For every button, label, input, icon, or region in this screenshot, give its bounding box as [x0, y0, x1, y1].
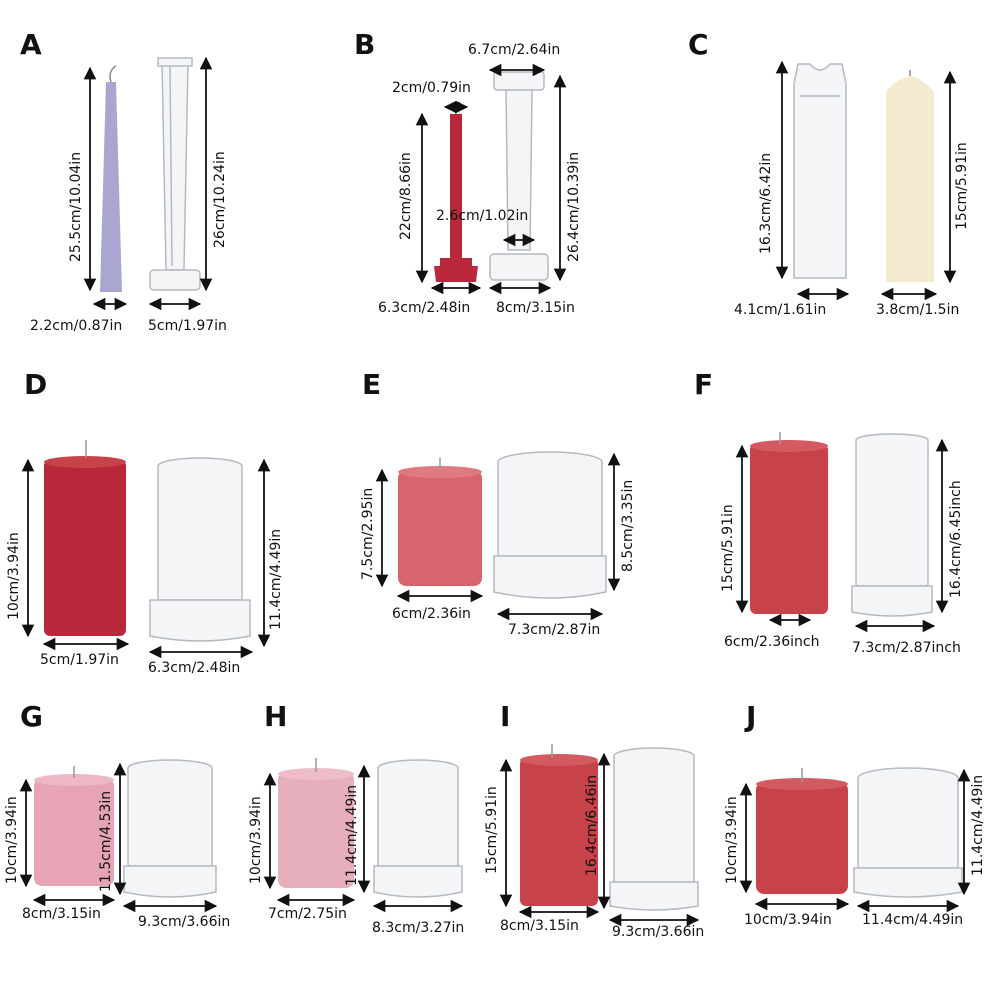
panel-h-mold-height: 11.4cm/4.49in	[344, 784, 360, 886]
panel-b-tip-width: 2cm/0.79in	[392, 80, 471, 96]
panel-d-mold-height: 11.4cm/4.49in	[268, 528, 284, 630]
panel-b-mold-width: 8cm/3.15in	[496, 300, 575, 316]
panel-h-candle-width: 7cm/2.75in	[268, 906, 347, 922]
panel-a-candle-width: 2.2cm/0.87in	[30, 318, 123, 334]
panel-e-mold-icon	[493, 451, 607, 599]
panel-h-mold-icon	[373, 759, 463, 898]
panel-g-drawing	[19, 759, 218, 913]
panel-i-letter: I	[500, 700, 511, 733]
panel-b-letter: B	[354, 28, 376, 61]
panel-a-candle-icon	[100, 82, 122, 292]
panel-e-candle-height: 7.5cm/2.95in	[360, 487, 376, 580]
panel-j-mold-icon	[853, 767, 963, 898]
panel-j-candle-width: 10cm/3.94in	[744, 912, 832, 928]
panel-i-candle-icon	[520, 744, 598, 906]
panel-f-mold-width: 7.3cm/2.87inch	[852, 640, 961, 656]
panel-c-drawing	[775, 60, 957, 301]
panel-j-candle-height: 10cm/3.94in	[724, 796, 740, 884]
panel-a-letter: A	[20, 28, 42, 61]
panel-j-candle-icon	[756, 768, 848, 894]
panel-e-letter: E	[362, 368, 382, 401]
panel-f-drawing	[735, 432, 949, 633]
panel-g-candle-icon	[34, 766, 114, 886]
panel-d-candle-height: 10cm/3.94in	[6, 532, 22, 620]
panel-a-mold-icon	[149, 57, 201, 291]
panel-c-candle-icon	[886, 70, 934, 282]
panel-a-drawing	[83, 56, 213, 311]
panel-c-letter: C	[688, 28, 709, 61]
panel-i-mold-icon	[609, 747, 699, 911]
panel-b-inner-width: 2.6cm/1.02in	[436, 208, 529, 224]
panel-b-candle-icon	[434, 101, 478, 282]
panel-h-candle-icon	[278, 758, 354, 888]
panel-c-mold-icon	[793, 63, 847, 279]
panel-f-candle-width: 6cm/2.36inch	[724, 634, 820, 650]
panel-j-drawing	[739, 767, 971, 913]
panel-d-candle-width: 5cm/1.97in	[40, 652, 119, 668]
panel-j-letter: J	[746, 700, 757, 733]
panel-a-candle-height: 25.5cm/10.04in	[68, 151, 84, 262]
panel-b-mold-icon	[489, 71, 549, 281]
panel-h-drawing	[263, 758, 464, 913]
panel-e-candle-icon	[398, 458, 482, 586]
panel-g-candle-width: 8cm/3.15in	[22, 906, 101, 922]
panel-e-mold-height: 8.5cm/3.35in	[620, 479, 636, 572]
panel-g-mold-height: 11.5cm/4.53in	[98, 790, 114, 892]
panel-c-candle-height: 15cm/5.91in	[954, 142, 970, 230]
panel-b-candle-width: 6.3cm/2.48in	[378, 300, 471, 316]
panel-a-mold-height: 26cm/10.24in	[212, 151, 228, 248]
panel-b-top-width: 6.7cm/2.64in	[468, 42, 561, 58]
panel-j-mold-width: 11.4cm/4.49in	[862, 912, 964, 928]
panel-h-candle-height: 10cm/3.94in	[248, 796, 264, 884]
panel-f-candle-icon	[750, 432, 828, 614]
panel-g-mold-width: 9.3cm/3.66in	[138, 914, 231, 930]
panel-e-drawing	[375, 451, 621, 621]
panel-g-mold-icon	[123, 759, 217, 898]
panel-g-letter: G	[20, 700, 43, 733]
panel-a-mold-width: 5cm/1.97in	[148, 318, 227, 334]
panel-h-letter: H	[264, 700, 288, 733]
panel-i-candle-width: 8cm/3.15in	[500, 918, 579, 934]
panel-c-mold-width: 4.1cm/1.61in	[734, 302, 827, 318]
panel-d-candle-icon	[44, 440, 126, 636]
panel-h-mold-width: 8.3cm/3.27in	[372, 920, 465, 936]
panel-i-drawing	[499, 744, 700, 927]
panel-g-candle-height: 10cm/3.94in	[4, 796, 20, 884]
panel-f-candle-height: 15cm/5.91in	[720, 504, 736, 592]
panel-i-mold-height: 16.4cm/6.46in	[584, 774, 600, 876]
panel-e-candle-width: 6cm/2.36in	[392, 606, 471, 622]
panel-j-mold-height: 11.4cm/4.49in	[970, 774, 986, 876]
panel-f-mold-height: 16.4cm/6.45inch	[948, 480, 964, 598]
panel-f-mold-icon	[851, 433, 933, 617]
panel-c-candle-width: 3.8cm/1.5in	[876, 302, 960, 318]
panel-b-candle-height: 22cm/8.66in	[398, 152, 414, 240]
panel-d-drawing	[21, 440, 271, 659]
panel-b-drawing	[415, 63, 567, 295]
panel-d-mold-icon	[149, 457, 251, 642]
panel-i-candle-height: 15cm/5.91in	[484, 786, 500, 874]
panel-e-mold-width: 7.3cm/2.87in	[508, 622, 601, 638]
panel-i-mold-width: 9.3cm/3.66in	[612, 924, 705, 940]
panel-d-mold-width: 6.3cm/2.48in	[148, 660, 241, 676]
panel-b-mold-height: 26.4cm/10.39in	[566, 151, 582, 262]
panel-c-mold-height: 16.3cm/6.42in	[758, 152, 774, 254]
panel-f-letter: F	[694, 368, 714, 401]
panel-d-letter: D	[24, 368, 48, 401]
